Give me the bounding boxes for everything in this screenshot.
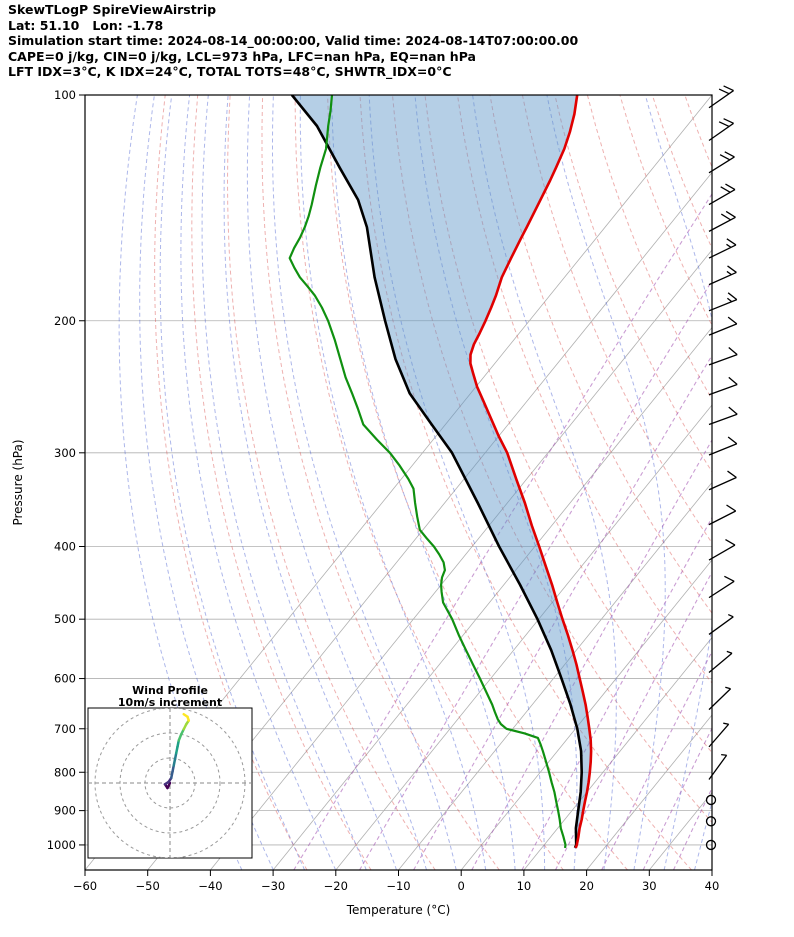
svg-text:1000: 1000 — [47, 838, 76, 852]
wind-barbs — [705, 85, 738, 851]
y-axis-label: Pressure (hPa) — [11, 439, 25, 525]
svg-text:900: 900 — [54, 804, 76, 818]
svg-text:800: 800 — [54, 765, 76, 779]
cape-shading — [291, 95, 592, 848]
dry-adiabats — [154, 95, 712, 870]
header-location: Lat: 51.10 Lon: -1.78 — [8, 17, 164, 33]
skewt-plot — [85, 95, 712, 870]
header-indices-2: LFT IDX=3°C, K IDX=24°C, TOTAL TOTS=48°C… — [8, 64, 452, 80]
svg-text:−40: −40 — [198, 879, 222, 893]
svg-text:700: 700 — [54, 722, 76, 736]
svg-text:30: 30 — [642, 879, 657, 893]
mixing-ratio-lines — [293, 192, 712, 870]
svg-text:200: 200 — [54, 314, 76, 328]
hodograph-subtitle: 10m/s increment — [118, 696, 222, 709]
header-times: Simulation start time: 2024-08-14_00:00:… — [8, 33, 579, 49]
svg-text:600: 600 — [54, 672, 76, 686]
svg-text:10: 10 — [517, 879, 532, 893]
hodograph-title: Wind Profile — [132, 684, 208, 697]
svg-text:−50: −50 — [136, 879, 160, 893]
svg-text:0: 0 — [458, 879, 465, 893]
svg-text:−30: −30 — [261, 879, 285, 893]
header-title: SkewTLogP SpireViewAirstrip — [8, 2, 217, 17]
chart-header: SkewTLogP SpireViewAirstrip Lat: 51.10 L… — [8, 2, 578, 80]
svg-text:40: 40 — [705, 879, 720, 893]
svg-text:100: 100 — [54, 88, 76, 102]
svg-text:−60: −60 — [73, 879, 97, 893]
svg-text:−20: −20 — [324, 879, 348, 893]
svg-text:500: 500 — [54, 612, 76, 626]
svg-text:−10: −10 — [386, 879, 410, 893]
temperature-curve — [469, 95, 593, 849]
parcel-curve — [290, 95, 584, 849]
dewpoint-curve — [288, 95, 567, 849]
x-axis-label: Temperature (°C) — [346, 903, 451, 917]
svg-text:20: 20 — [579, 879, 594, 893]
svg-text:400: 400 — [54, 540, 76, 554]
header-indices-1: CAPE=0 j/kg, CIN=0 j/kg, LCL=973 hPa, LF… — [8, 48, 476, 64]
svg-text:300: 300 — [54, 446, 76, 460]
